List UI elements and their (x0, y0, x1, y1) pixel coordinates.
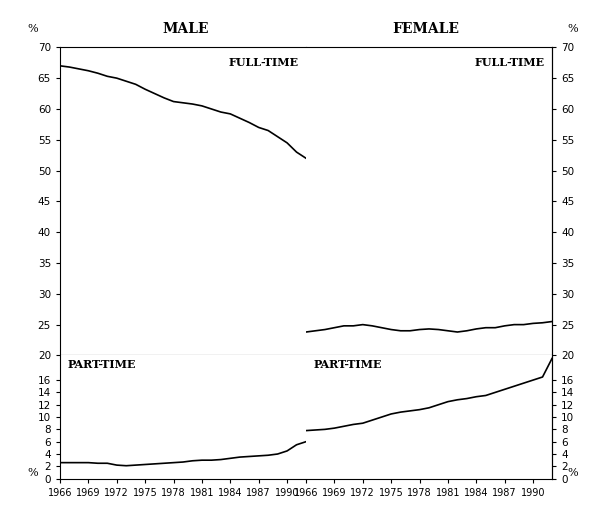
Text: PART-TIME: PART-TIME (67, 359, 136, 370)
Text: FEMALE: FEMALE (392, 22, 460, 36)
Text: FULL-TIME: FULL-TIME (229, 57, 299, 67)
Text: %: % (28, 24, 38, 34)
Text: PART-TIME: PART-TIME (313, 359, 382, 370)
Text: %: % (568, 468, 578, 479)
Text: MALE: MALE (163, 22, 209, 36)
Text: %: % (28, 468, 38, 479)
Text: FULL-TIME: FULL-TIME (475, 57, 545, 67)
Text: %: % (568, 24, 578, 34)
